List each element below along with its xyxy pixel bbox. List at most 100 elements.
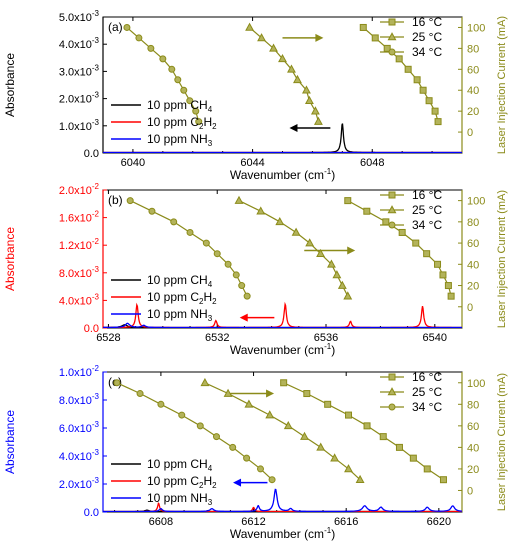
- current-marker: [113, 379, 121, 387]
- y2-tick-label: 40: [467, 442, 479, 454]
- current-marker: [398, 228, 406, 236]
- x-tick-label: 6612: [241, 516, 265, 528]
- current-marker: [195, 118, 203, 126]
- current-marker: [359, 23, 367, 31]
- current-marker: [186, 97, 194, 105]
- y2-tick-label: 0: [467, 485, 473, 497]
- current-line-1: [204, 382, 361, 481]
- current-marker: [174, 76, 182, 84]
- y2-tick-label: 100: [467, 378, 485, 390]
- y2-tick-label: 80: [467, 217, 479, 229]
- current-marker: [363, 207, 371, 215]
- current-marker: [278, 54, 287, 63]
- y-tick-label: 1.6x10-2: [59, 210, 100, 225]
- y2-axis-label: Laser Injection Current (mA): [496, 373, 508, 511]
- y-axis-label: Absorbance: [3, 410, 17, 474]
- arrow-to-right-axis: [282, 33, 324, 42]
- current-marker: [447, 292, 455, 300]
- current-marker: [343, 291, 353, 300]
- current-marker: [444, 282, 452, 290]
- y-tick-label: 0.0: [84, 148, 99, 160]
- current-marker: [269, 43, 278, 52]
- legend-label: 25 °C: [412, 30, 442, 44]
- legend-label: 10 ppm NH3: [147, 307, 213, 323]
- current-marker: [431, 107, 439, 115]
- legend-label: 10 ppm CH4: [147, 457, 213, 473]
- legend-label: 25 °C: [412, 385, 442, 399]
- legend-label: 10 ppm NH3: [147, 132, 213, 148]
- current-marker: [293, 74, 302, 84]
- x-axis-label: Wavenumber (cm-1): [230, 526, 335, 541]
- y-tick-label: 3.0x10-3: [59, 63, 100, 78]
- y2-tick-label: 60: [467, 64, 479, 76]
- current-marker: [434, 118, 442, 126]
- legend-label: 34 °C: [412, 400, 442, 414]
- current-marker: [395, 443, 403, 451]
- current-marker: [280, 379, 288, 387]
- y2-tick-label: 60: [467, 421, 479, 433]
- current-marker: [283, 421, 293, 430]
- current-line-2: [126, 27, 200, 122]
- panel-c: 6608 6612 6616 6620 0.0 2.0x10-3 4.0x10-3 6.0x1…: [3, 364, 508, 541]
- y-axis-label: Absorbance: [3, 227, 17, 291]
- current-marker: [287, 64, 296, 73]
- legend-marker: [387, 32, 397, 41]
- y-tick-label: 8.0x10-3: [59, 392, 100, 407]
- legend-marker: [388, 221, 396, 229]
- x-axis-label: Wavenumber (cm-1): [230, 342, 335, 357]
- arrow-head: [266, 389, 275, 398]
- current-marker: [159, 55, 167, 63]
- legend-marker: [388, 403, 396, 411]
- y-tick-label: 0.0: [84, 507, 99, 519]
- x-tick-label: 6608: [149, 516, 173, 528]
- current-marker: [265, 410, 275, 419]
- panel-a: 6040 6044 60480.01.0x10-32.0x10-33.0x10-34…: [3, 9, 508, 182]
- current-marker: [186, 228, 194, 236]
- current-marker: [419, 86, 427, 94]
- current-marker: [301, 85, 311, 94]
- y2-tick-label: 80: [467, 43, 479, 55]
- current-marker: [200, 377, 210, 387]
- x-tick-label: 6620: [427, 516, 451, 528]
- y2-tick-label: 80: [467, 399, 479, 411]
- y2-tick-label: 40: [467, 259, 479, 271]
- current-marker: [439, 476, 447, 484]
- x-tick-label: 6048: [360, 157, 384, 169]
- current-marker: [316, 442, 326, 451]
- legend-label: 10 ppm C2H2: [147, 115, 217, 131]
- current-marker: [213, 250, 221, 258]
- y-tick-label: 2.0x10-3: [59, 476, 100, 491]
- legend-label: 16 °C: [412, 15, 442, 29]
- arrow-to-left-axis: [289, 123, 331, 132]
- absorbance-line-2: [103, 322, 462, 328]
- x-tick-label: 6616: [334, 516, 358, 528]
- x-tick-label: 6044: [240, 157, 264, 169]
- y-tick-label: 2.0x10-2: [59, 182, 100, 197]
- current-marker: [238, 282, 246, 290]
- current-marker: [330, 453, 340, 462]
- current-marker: [423, 465, 431, 473]
- current-marker: [147, 44, 155, 52]
- current-marker: [136, 390, 144, 398]
- current-marker: [168, 65, 176, 73]
- current-marker: [157, 400, 165, 408]
- arrow-head: [347, 246, 356, 255]
- current-marker: [180, 86, 188, 94]
- legend-label: 34 °C: [412, 218, 442, 232]
- current-marker: [332, 270, 342, 279]
- current-marker: [178, 411, 186, 419]
- absorbance-line-2: [103, 488, 462, 512]
- legend-marker: [388, 373, 396, 381]
- arrow-head: [289, 123, 298, 132]
- legend-label: 10 ppm C2H2: [147, 290, 217, 306]
- current-line-2: [129, 200, 248, 297]
- legend-marker: [388, 48, 396, 56]
- current-marker: [126, 197, 134, 205]
- current-marker: [337, 280, 347, 289]
- y-tick-label: 6.0x10-3: [59, 420, 100, 435]
- current-marker: [327, 259, 336, 268]
- x-tick-label: 6540: [423, 332, 447, 344]
- current-marker: [257, 33, 267, 42]
- current-marker: [344, 197, 352, 205]
